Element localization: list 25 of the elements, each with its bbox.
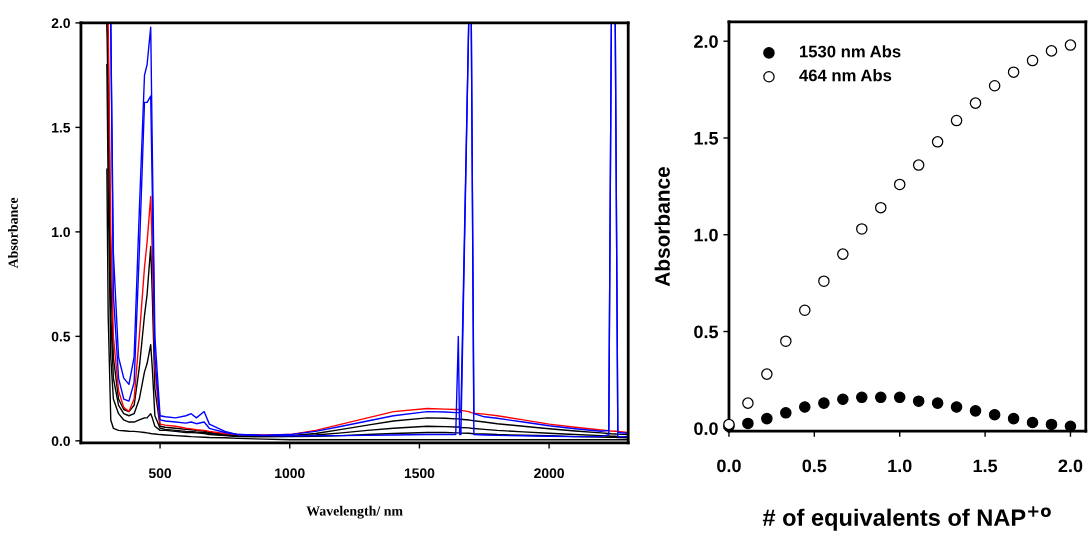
y-tick-label: 1.0 — [52, 227, 70, 238]
y-axis-title: Absorbance — [8, 197, 18, 269]
y-tick-label: 0.5 — [694, 325, 719, 339]
y-tick-label: 1.0 — [694, 228, 718, 242]
y-tick-label: 0.0 — [694, 422, 718, 436]
x-tick-label: 500 — [148, 468, 172, 479]
x-tick-label: 1000 — [275, 468, 305, 479]
y-tick-label: 0.5 — [51, 331, 71, 342]
x-tick-label: 0.5 — [802, 459, 827, 473]
legend-label: 1530 nm Abs — [800, 45, 901, 58]
x-tick-label: 0.0 — [717, 459, 741, 473]
y-tick-label: 2.0 — [51, 18, 70, 29]
y-tick-label: 2.0 — [694, 35, 718, 48]
y-axis-title: Absorbance — [654, 167, 670, 287]
legend-label: 464 nm Abs — [799, 69, 892, 82]
y-tick-label: 0.0 — [51, 436, 70, 446]
x-tick-label: 1.5 — [973, 459, 998, 473]
x-tick-label: 2000 — [534, 468, 564, 479]
x-tick-label: 1500 — [404, 468, 435, 479]
x-axis-title: # of equivalents of NAP$^{+o}$ — [762, 506, 1051, 531]
x-tick-label: 1.0 — [888, 459, 912, 473]
x-tick-label: 2.0 — [1058, 459, 1083, 473]
y-tick-label: 1.5 — [694, 132, 719, 145]
x-axis-title: Wavelength/ nm — [306, 505, 403, 519]
y-tick-label: 1.5 — [52, 122, 71, 133]
